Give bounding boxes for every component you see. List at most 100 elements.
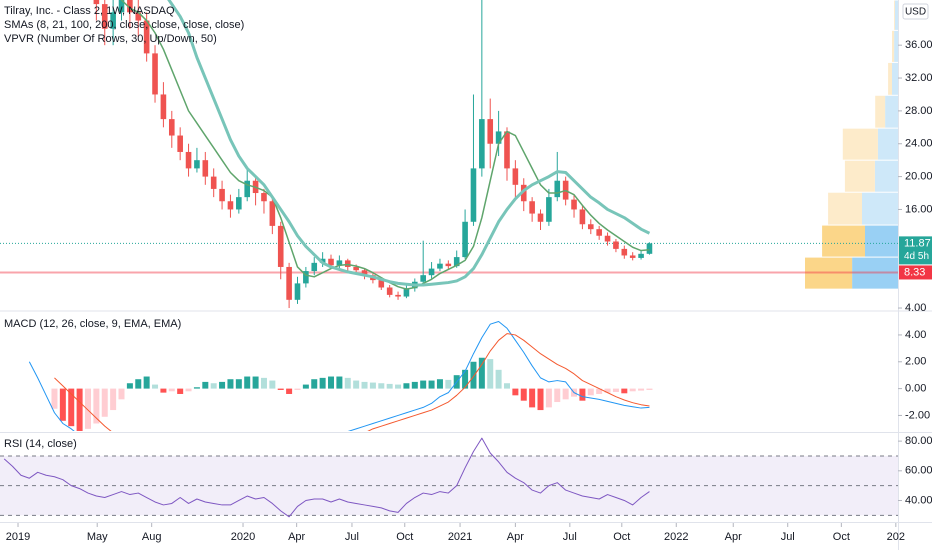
histogram-bar (495, 369, 502, 389)
histogram-bar (328, 376, 335, 389)
candle-body (437, 263, 443, 269)
candle-body (579, 209, 586, 225)
volume-profile-up (877, 128, 898, 160)
currency: USD (905, 7, 926, 18)
histogram-bar (126, 383, 133, 389)
histogram-bar (286, 388, 293, 394)
histogram-bar (629, 388, 636, 392)
histogram-bar (411, 381, 418, 389)
histogram-bar (395, 384, 402, 389)
histogram-bar (487, 359, 494, 389)
histogram-bar (596, 388, 603, 394)
candle-body (168, 119, 175, 136)
rsi-title: RSI (14, close) (4, 438, 77, 450)
histogram-bar (478, 357, 485, 389)
x-tick-label: 2020 (231, 531, 255, 543)
histogram-bar (252, 376, 259, 389)
histogram-bar (529, 388, 536, 408)
volume-profile-up (874, 160, 898, 192)
y-tick-label: 60.00 (905, 465, 932, 477)
x-tick-label: May (87, 531, 108, 543)
histogram-bar (101, 388, 108, 417)
candle-body (336, 260, 343, 266)
volume-profile-up (865, 225, 898, 257)
y-tick-label: 4.00 (905, 302, 926, 314)
histogram-bar (76, 388, 83, 431)
candle-body (596, 229, 602, 236)
histogram-bar (428, 380, 435, 389)
y-tick-label: 36.00 (905, 39, 932, 51)
candle-body (487, 119, 494, 144)
volume-profile-down (842, 128, 878, 160)
histogram-bar (386, 383, 393, 389)
histogram-bar (344, 377, 351, 389)
moving-average (120, 0, 650, 290)
histogram-bar (520, 388, 527, 401)
histogram-bar (160, 388, 167, 393)
histogram-bar (152, 384, 159, 389)
volume-profile-down (822, 225, 865, 257)
histogram-bar (612, 388, 619, 392)
candle-body (303, 271, 309, 284)
candle-body (462, 221, 468, 258)
histogram-bar (219, 381, 226, 389)
histogram-bar (185, 388, 192, 392)
last-price-box (899, 236, 932, 265)
candle-body (445, 263, 452, 267)
indicator-legend: SMAs (8, 21, 100, 200, close, close, clo… (4, 19, 244, 31)
x-tick-label: Apr (725, 531, 742, 543)
histogram-bar (93, 388, 100, 424)
candle-body (194, 160, 200, 169)
rsi-line (3, 437, 650, 518)
countdown-label: 4d 5h (904, 251, 929, 262)
price-pane (0, 0, 898, 309)
volume-profile-down (828, 192, 862, 225)
histogram-bar (168, 388, 175, 392)
candle-body (261, 193, 267, 202)
histogram-bar (202, 381, 209, 389)
candle-body (629, 255, 636, 258)
candle-body (420, 275, 426, 282)
volume-profile-down (894, 0, 895, 30)
volume-profile-down (805, 257, 853, 289)
x-tick-label: Jul (563, 531, 577, 543)
candle-body (403, 288, 410, 297)
candle-body (587, 224, 594, 230)
volume-profile-down (888, 62, 892, 95)
volume-profile-up (892, 62, 898, 95)
histogram-bar (269, 380, 276, 389)
y-tick-label: 32.00 (905, 72, 932, 84)
x-tick-label: Apr (288, 531, 305, 543)
candle-body (453, 257, 460, 267)
candle-body (294, 283, 301, 300)
macd-line (54, 333, 650, 431)
candle-body (512, 168, 519, 185)
volume-profile-up (895, 0, 898, 30)
histogram-bar (420, 380, 427, 389)
price-line-label: 8.33 (904, 266, 925, 278)
y-tick-label: 24.00 (905, 138, 932, 150)
y-tick-label: 2.00 (905, 356, 926, 368)
candle-body (520, 184, 527, 202)
candle-body (135, 12, 142, 21)
histogram-bar (51, 388, 58, 409)
y-tick-label: 20.00 (905, 171, 932, 183)
candle-body (143, 20, 150, 54)
macd-title: MACD (12, 26, close, 9, EMA, EMA) (4, 318, 181, 330)
y-tick-label: 28.00 (905, 105, 932, 117)
candle-body (395, 294, 401, 297)
candle-body (286, 266, 292, 300)
candle-body (546, 197, 552, 222)
candle-body (219, 188, 225, 202)
histogram-bar (638, 388, 645, 391)
histogram-bar (210, 383, 217, 389)
volume-profile-up (894, 30, 898, 62)
histogram-bar (244, 376, 251, 389)
histogram-bar (110, 388, 117, 411)
histogram-bar (59, 388, 66, 421)
histogram-bar (336, 376, 343, 389)
currency-box (902, 3, 929, 20)
candle-body (537, 213, 544, 222)
